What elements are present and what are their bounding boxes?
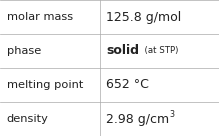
- Text: 125.8 g/mol: 125.8 g/mol: [106, 10, 182, 24]
- Text: solid: solid: [106, 44, 139, 58]
- Text: 3: 3: [169, 110, 174, 119]
- Text: 2.98 g/cm: 2.98 g/cm: [106, 112, 169, 126]
- Text: phase: phase: [7, 46, 41, 56]
- Text: molar mass: molar mass: [7, 12, 73, 22]
- Text: 652 °C: 652 °C: [106, 78, 149, 92]
- Text: (at STP): (at STP): [139, 47, 178, 55]
- Text: density: density: [7, 114, 48, 124]
- Text: melting point: melting point: [7, 80, 83, 90]
